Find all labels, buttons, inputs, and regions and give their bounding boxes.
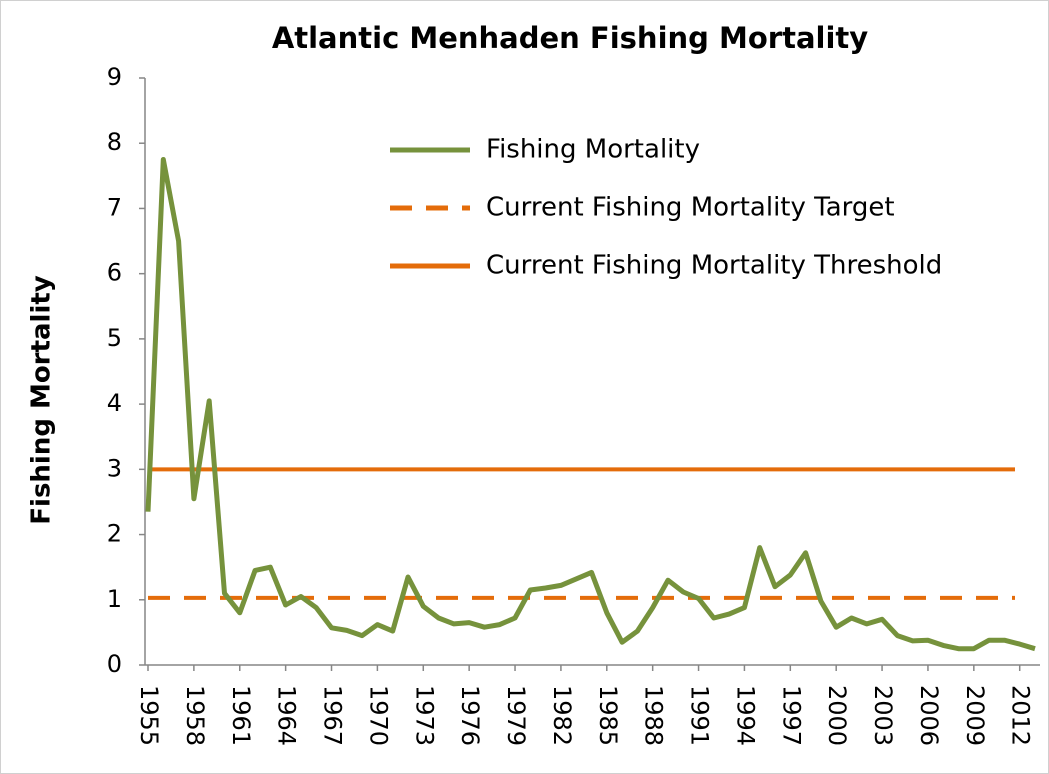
x-tick-label: 1955: [135, 685, 163, 746]
y-tick-label: 0: [107, 650, 122, 678]
x-tick-label: 1967: [319, 685, 347, 746]
legend-label: Current Fishing Mortality Target: [486, 193, 895, 223]
y-tick-label: 7: [107, 193, 122, 221]
legend-label: Fishing Mortality: [486, 135, 700, 165]
x-tick-label: 1991: [686, 685, 714, 746]
y-tick-label: 8: [107, 128, 122, 156]
x-tick-label: 1964: [273, 685, 301, 746]
x-tick-label: 1979: [502, 685, 530, 746]
x-tick-label: 1997: [777, 685, 805, 746]
x-tick-label: 1988: [640, 685, 668, 746]
y-tick-label: 1: [107, 585, 122, 613]
data-line: [145, 157, 1036, 652]
y-tick-label: 9: [107, 63, 122, 91]
y-axis-label: Fishing Mortality: [27, 275, 57, 525]
x-tick-label: 2009: [961, 685, 989, 746]
x-tick-label: 1970: [364, 685, 392, 746]
legend-label: Current Fishing Mortality Threshold: [486, 251, 942, 281]
x-tick-label: 1973: [410, 685, 438, 746]
y-tick-label: 2: [107, 520, 122, 548]
x-tick-label: 1994: [731, 685, 759, 746]
x-tick-label: 1982: [548, 685, 576, 746]
chart-title: Atlantic Menhaden Fishing Mortality: [272, 21, 868, 55]
x-tick-label: 2012: [1007, 685, 1035, 746]
y-tick-label: 4: [107, 389, 122, 417]
x-tick-label: 1958: [181, 685, 209, 746]
y-tick-label: 5: [107, 324, 122, 352]
x-tick-label: 1961: [227, 685, 255, 746]
y-tick-label: 3: [107, 454, 122, 482]
y-tick-label: 6: [107, 259, 122, 287]
x-tick-label: 2003: [869, 685, 897, 746]
x-tick-label: 2000: [823, 685, 851, 746]
x-tick-label: 1985: [594, 685, 622, 746]
x-tick-label: 1976: [456, 685, 484, 746]
x-tick-label: 2006: [915, 685, 943, 746]
